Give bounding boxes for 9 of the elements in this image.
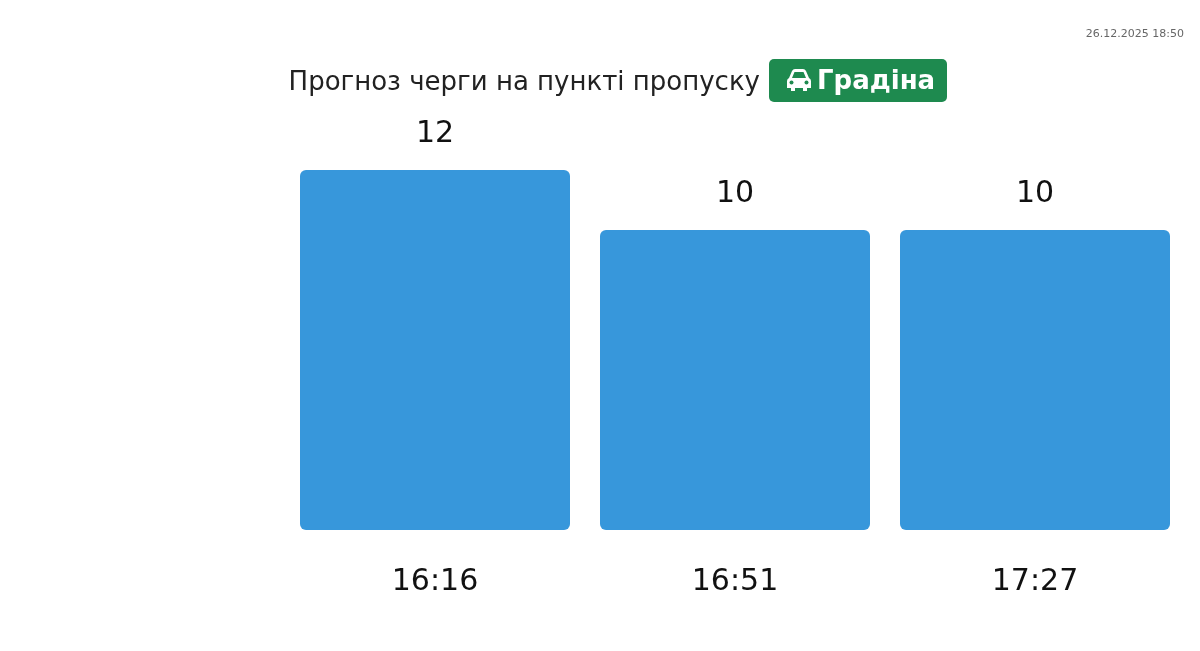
- data-label: 10: [715, 174, 755, 209]
- text: 26.12.2025 18:50: [1085, 27, 1184, 40]
- data-label: 10: [1015, 174, 1055, 209]
- x-tick-label: 17:27: [991, 562, 1079, 597]
- data-label: 12: [415, 114, 455, 149]
- x-tick-label: 16:16: [391, 562, 479, 597]
- chart-title: Прогноз черги на пункті пропуску: [288, 66, 760, 96]
- x-tick-label: 16:51: [691, 562, 779, 597]
- chart-subtitle: Градіна: [817, 65, 936, 95]
